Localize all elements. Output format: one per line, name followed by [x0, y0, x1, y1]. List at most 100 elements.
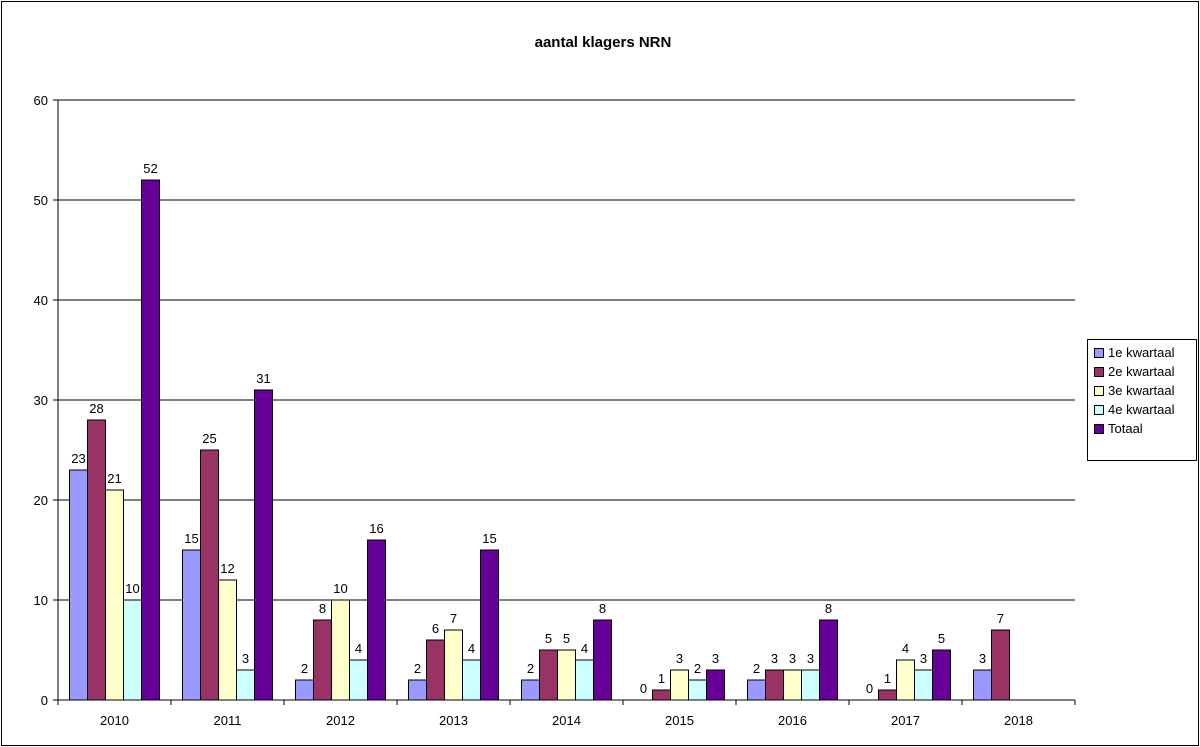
bar — [973, 669, 992, 701]
data-label: 7 — [997, 611, 1004, 626]
y-tick-label: 0 — [41, 693, 48, 708]
x-tick-label: 2014 — [552, 713, 581, 728]
data-label: 2 — [301, 661, 308, 676]
legend-item: 4e kwartaal — [1094, 400, 1196, 419]
bar — [878, 689, 897, 701]
bar — [182, 549, 201, 701]
bar — [706, 669, 725, 701]
y-tick-label: 40 — [34, 293, 48, 308]
data-label: 7 — [450, 611, 457, 626]
data-label: 10 — [125, 581, 139, 596]
data-label: 4 — [468, 641, 475, 656]
legend-item: 3e kwartaal — [1094, 381, 1196, 400]
bar — [480, 549, 499, 701]
data-label: 21 — [107, 471, 121, 486]
legend-item: Totaal — [1094, 419, 1196, 438]
legend-item: 1e kwartaal — [1094, 343, 1196, 362]
data-label: 10 — [333, 581, 347, 596]
bars — [69, 179, 1010, 701]
data-label: 5 — [563, 631, 570, 646]
data-label: 4 — [902, 641, 909, 656]
bar — [462, 659, 481, 701]
bar — [254, 389, 273, 701]
x-tick-label: 2018 — [1004, 713, 1033, 728]
y-tick-label: 30 — [34, 393, 48, 408]
data-label: 16 — [369, 521, 383, 536]
data-label: 8 — [825, 601, 832, 616]
bar — [688, 679, 707, 701]
data-label: 3 — [771, 651, 778, 666]
bar — [123, 599, 142, 701]
x-axis-ticks: 2010 2011 2012 2013 2014 2015 2016 2017 2018 — [57, 700, 1076, 728]
bar — [331, 599, 350, 701]
bar — [932, 649, 951, 701]
data-label: 3 — [242, 651, 249, 666]
data-label: 2 — [527, 661, 534, 676]
legend-swatch — [1094, 347, 1104, 358]
bar — [236, 669, 255, 701]
data-label: 4 — [581, 641, 588, 656]
bar — [69, 469, 88, 701]
bar — [593, 619, 612, 701]
data-label: 0 — [866, 681, 873, 696]
bar — [819, 619, 838, 701]
chart-title: aantal klagers NRN — [535, 34, 672, 51]
legend-label: 1e kwartaal — [1108, 345, 1175, 360]
data-label: 8 — [319, 601, 326, 616]
legend-label: 3e kwartaal — [1108, 383, 1175, 398]
data-label: 12 — [220, 561, 234, 576]
legend-label: 2e kwartaal — [1108, 364, 1175, 379]
x-tick-label: 2012 — [326, 713, 355, 728]
bar — [575, 659, 594, 701]
legend-item: 2e kwartaal — [1094, 362, 1196, 381]
x-tick-label: 2013 — [439, 713, 468, 728]
data-label: 3 — [979, 651, 986, 666]
bar — [670, 669, 689, 701]
data-label: 1 — [884, 671, 891, 686]
data-label: 2 — [753, 661, 760, 676]
data-label: 3 — [789, 651, 796, 666]
bar — [349, 659, 368, 701]
bar — [539, 649, 558, 701]
bar — [991, 629, 1010, 701]
bar — [105, 489, 124, 701]
x-tick-label: 2016 — [778, 713, 807, 728]
bar — [295, 679, 314, 701]
data-label: 8 — [599, 601, 606, 616]
bar — [914, 669, 933, 701]
legend: 1e kwartaal 2e kwartaal 3e kwartaal 4e kwar… — [1087, 339, 1197, 461]
data-label: 28 — [89, 401, 103, 416]
bar — [408, 679, 427, 701]
bar — [87, 419, 106, 701]
data-label: 15 — [184, 531, 198, 546]
legend-label: 4e kwartaal — [1108, 402, 1175, 417]
bar — [313, 619, 332, 701]
bar — [557, 649, 576, 701]
bar — [747, 679, 766, 701]
legend-label: Totaal — [1108, 421, 1143, 436]
data-label: 2 — [414, 661, 421, 676]
legend-swatch — [1094, 366, 1104, 377]
bar — [896, 659, 915, 701]
data-label: 3 — [676, 651, 683, 666]
data-label: 2 — [694, 661, 701, 676]
data-label: 0 — [640, 681, 647, 696]
data-label: 5 — [938, 631, 945, 646]
x-tick-label: 2015 — [665, 713, 694, 728]
bar — [521, 679, 540, 701]
data-label: 25 — [202, 431, 216, 446]
bar — [426, 639, 445, 701]
y-tick-label: 50 — [34, 193, 48, 208]
y-tick-label: 60 — [34, 93, 48, 108]
data-label: 15 — [482, 531, 496, 546]
data-label: 4 — [355, 641, 362, 656]
data-label: 31 — [256, 371, 270, 386]
x-tick-label: 2011 — [214, 713, 242, 728]
bar — [801, 669, 820, 701]
data-label: 6 — [432, 621, 439, 636]
data-label: 52 — [143, 161, 157, 176]
data-label: 1 — [658, 671, 665, 686]
bar — [444, 629, 463, 701]
